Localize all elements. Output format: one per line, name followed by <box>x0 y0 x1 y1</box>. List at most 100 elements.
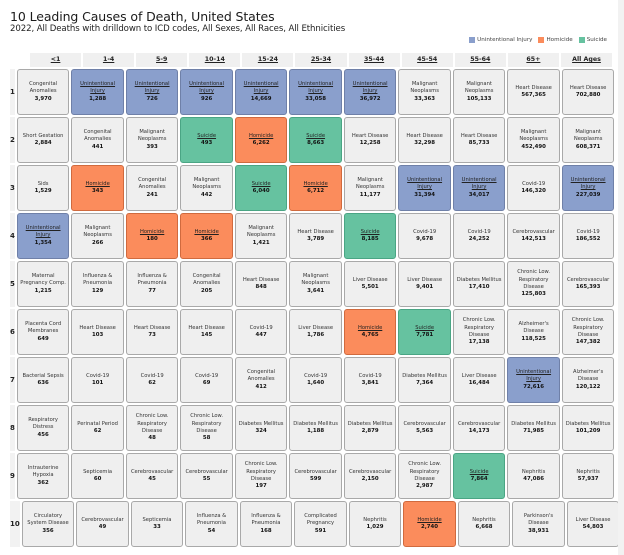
cause-name[interactable]: Suicide <box>415 324 435 331</box>
column-header[interactable]: 55-64 <box>454 53 506 67</box>
death-count: 241 <box>146 191 158 198</box>
table-row: 2 Short Gestation 2,884 Congenital Anomalie… <box>10 117 615 163</box>
death-count: 205 <box>200 287 213 294</box>
cause-cell[interactable]: Unintentional Injury 31,394 <box>398 165 451 211</box>
legend-item-hom[interactable]: Homicide <box>538 37 573 43</box>
cause-cell: Covid-19 62 <box>125 357 179 403</box>
cause-name[interactable]: Unintentional Injury <box>352 80 388 95</box>
cause-cell[interactable]: Unintentional Injury 36,972 <box>343 69 397 115</box>
table-row: 5 Maternal Pregnancy Comp. 1,215 Influenza … <box>10 261 615 307</box>
cause-name: Covid-19 <box>522 180 546 187</box>
column-header[interactable]: 15-24 <box>242 53 294 67</box>
cause-name[interactable]: Homicide <box>303 180 328 187</box>
cause-cell: Sids 1,529 <box>16 165 70 211</box>
cause-cell[interactable]: Homicide 2,740 <box>403 501 456 547</box>
cause-cell[interactable]: Suicide 7,781 <box>398 309 451 355</box>
cause-name[interactable]: Suicide <box>360 228 380 235</box>
death-count: 1,786 <box>307 332 325 338</box>
column-header[interactable]: 45-54 <box>401 53 453 67</box>
death-count: 33 <box>153 524 161 530</box>
legend-item-ui[interactable]: Unintentional Injury <box>469 37 532 43</box>
death-count: 14,173 <box>468 428 490 434</box>
cause-name[interactable]: Homicide <box>417 516 442 523</box>
legend: Unintentional Injury Homicide Suicide <box>469 37 607 43</box>
cause-name: Liver Disease <box>575 516 611 523</box>
cause-name: Cerebrovascular <box>130 468 174 475</box>
rank-label: 3 <box>10 165 15 211</box>
cause-name[interactable]: Unintentional Injury <box>407 176 443 191</box>
legend-item-sui[interactable]: Suicide <box>578 37 607 43</box>
cause-name[interactable]: Unintentional Injury <box>25 224 61 239</box>
cause-cell[interactable]: Suicide 8,663 <box>289 117 342 163</box>
column-header[interactable]: <1 <box>30 53 82 67</box>
column-header[interactable]: All Ages <box>560 53 613 67</box>
cause-name[interactable]: Homicide <box>357 324 383 331</box>
cause-cell: Heart Disease 702,880 <box>561 69 615 115</box>
death-count: 2,987 <box>416 483 434 490</box>
cause-cell[interactable]: Unintentional Injury 1,354 <box>16 213 70 259</box>
cause-name[interactable]: Suicide <box>469 468 489 475</box>
cause-name[interactable]: Unintentional Injury <box>189 80 225 95</box>
cause-name[interactable]: Homicide <box>194 228 219 235</box>
cause-cell[interactable]: Homicide 4,765 <box>343 309 397 355</box>
cause-cell[interactable]: Unintentional Injury 926 <box>180 69 233 115</box>
cause-cell[interactable]: Homicide 6,712 <box>289 165 342 211</box>
death-count: 3,970 <box>34 95 52 102</box>
cause-name: Alzheimer's Disease <box>573 368 604 383</box>
cause-name[interactable]: Suicide <box>306 132 326 139</box>
cause-name[interactable]: Unintentional Injury <box>134 80 170 95</box>
column-header[interactable]: 10-14 <box>189 53 241 67</box>
column-header[interactable]: 5-9 <box>136 53 188 67</box>
column-header[interactable]: 65+ <box>507 53 559 67</box>
legend-swatch <box>538 37 545 43</box>
cause-name[interactable]: Unintentional Injury <box>243 80 279 95</box>
cause-name[interactable]: Homicide <box>139 228 165 235</box>
death-count: 456 <box>37 431 49 438</box>
cause-name[interactable]: Suicide <box>251 180 271 187</box>
cause-cell[interactable]: Homicide 366 <box>180 213 233 259</box>
column-header[interactable]: 1-4 <box>83 53 135 67</box>
cause-cell: Respiratory Distress 456 <box>16 405 70 451</box>
cause-name[interactable]: Suicide <box>197 132 217 139</box>
cause-name[interactable]: Homicide <box>248 132 274 139</box>
cause-cell: Heart Disease 848 <box>234 261 288 307</box>
cause-name: Bacterial Sepsis <box>22 372 64 379</box>
cause-cell[interactable]: Homicide 180 <box>125 213 179 259</box>
cause-name[interactable]: Homicide <box>85 180 110 187</box>
death-count: 7,781 <box>416 332 434 338</box>
cause-cell[interactable]: Unintentional Injury 227,039 <box>561 165 615 211</box>
death-count: 447 <box>255 332 267 338</box>
death-count: 186,552 <box>575 236 601 242</box>
scrollbar-track[interactable] <box>618 0 624 555</box>
cause-name: Covid-19 <box>195 372 219 379</box>
cause-cell[interactable]: Unintentional Injury 34,017 <box>452 165 506 211</box>
cause-cell[interactable]: Suicide 7,864 <box>452 453 506 499</box>
death-count: 125,803 <box>521 291 546 298</box>
cause-cell[interactable]: Unintentional Injury 72,616 <box>507 357 560 403</box>
death-count: 24,252 <box>468 236 490 242</box>
table-row: 9 Intrauterine Hypoxia 362 Septicemia 60 Cere… <box>10 453 615 499</box>
cause-cell[interactable]: Suicide 6,040 <box>234 165 288 211</box>
cause-cell: Malignant Neoplasms 11,177 <box>343 165 397 211</box>
cause-cell[interactable]: Homicide 6,262 <box>234 117 288 163</box>
death-count: 343 <box>91 188 104 194</box>
cause-name: Covid-19 <box>467 228 491 235</box>
death-count: 14,669 <box>250 95 272 102</box>
cause-cell[interactable]: Unintentional Injury 1,288 <box>71 69 124 115</box>
death-count: 147,382 <box>575 339 601 346</box>
cause-name[interactable]: Unintentional Injury <box>516 368 552 383</box>
column-header[interactable]: 25-34 <box>295 53 347 67</box>
cause-name[interactable]: Unintentional Injury <box>80 80 116 95</box>
cause-cell[interactable]: Unintentional Injury 726 <box>125 69 179 115</box>
cause-cell[interactable]: Homicide 343 <box>71 165 124 211</box>
cause-name[interactable]: Unintentional Injury <box>570 176 606 191</box>
cause-name[interactable]: Unintentional Injury <box>461 176 497 191</box>
cause-cell[interactable]: Unintentional Injury 14,669 <box>234 69 288 115</box>
cause-cell[interactable]: Suicide 493 <box>180 117 233 163</box>
cause-cell: Septicemia 60 <box>71 453 124 499</box>
rank-label: 1 <box>10 69 15 115</box>
cause-cell[interactable]: Suicide 8,185 <box>343 213 397 259</box>
cause-cell[interactable]: Unintentional Injury 33,058 <box>289 69 342 115</box>
cause-name[interactable]: Unintentional Injury <box>298 80 334 95</box>
column-header[interactable]: 35-44 <box>348 53 400 67</box>
